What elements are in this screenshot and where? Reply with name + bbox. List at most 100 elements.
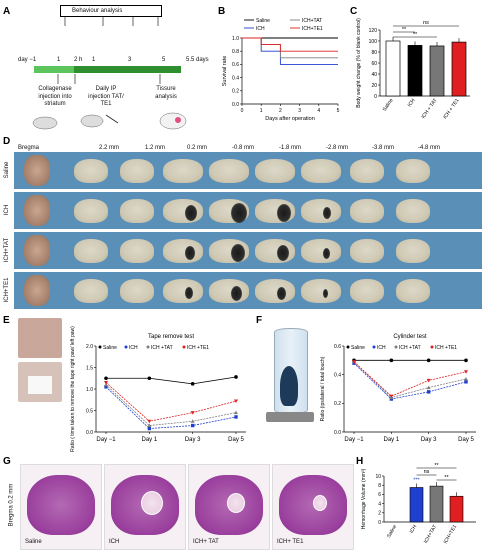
- c-category-label-3: ICH + TE1: [442, 98, 460, 121]
- c-ytick-label-0: 0: [374, 94, 377, 100]
- b-xtick-label-1: 1: [260, 108, 263, 114]
- brain-slice-1-7: [396, 199, 430, 223]
- f-legend-label-0: Saline: [351, 345, 365, 351]
- f-point-0-1: [389, 358, 394, 363]
- brain-slice-1-5: [301, 199, 341, 223]
- whole-brain-3: [24, 275, 50, 306]
- h-bar-1: [409, 487, 424, 523]
- brain-slice-0-2: [163, 159, 203, 183]
- brain-slice-1-0: [74, 199, 108, 223]
- c-category-label-2: ICH + TAT: [421, 98, 439, 120]
- hemorrhage-spot-2-5: [323, 247, 330, 259]
- step-ip-injection: Daily IP injection TAT/ TE1: [88, 86, 124, 107]
- e-point-1-2: [190, 423, 195, 428]
- e-point-3-3: [234, 399, 238, 404]
- f-ytick-label-2: 0.4: [334, 372, 341, 378]
- f-xtick-label-2: Day 3: [421, 437, 437, 443]
- body-weight-chart: 0 20 40 60 80 100 120 Saline ICH ICH + TAT ICH + T…: [356, 18, 470, 121]
- day-label-2h: 2 h: [74, 57, 83, 63]
- brain-slice-3-6: [350, 279, 384, 303]
- e-legend-label-0: Saline: [103, 345, 117, 351]
- brain-slice-3-1: [120, 279, 154, 303]
- c-ytick-label-4: 80: [371, 50, 377, 56]
- brain-slices-panel: Bregma 2.2 mm 1.2 mm 0.2 mm -0.8 mm -1.8…: [0, 142, 485, 312]
- paw-photo-2: [18, 362, 62, 402]
- behaviour-analysis-label: Behaviour analysis: [72, 8, 123, 14]
- brain-slice-3-3: [209, 279, 249, 303]
- day-label-1b: 1: [92, 57, 96, 63]
- h-annotation-0: ns: [424, 469, 430, 475]
- f-point-2-3: [464, 376, 468, 381]
- slice-row-label-1: ICH: [4, 204, 10, 216]
- e-xtick-label-1: Day 1: [141, 437, 157, 443]
- brain-slice-1-2: [163, 199, 203, 223]
- whole-brain-2: [24, 235, 50, 266]
- he-section-2: ICH+ TAT: [188, 464, 270, 550]
- cylinder-chart: 0.0 0.2 0.4 0.6 Day −1 Day 1 Day 3 Day 5 Cylinde…: [320, 334, 476, 443]
- c-bar-1: [407, 45, 423, 97]
- f-xtick-label-1: Day 1: [383, 437, 399, 443]
- e-ytick-label-2: 1.0: [86, 387, 93, 393]
- e-point-1-3: [234, 415, 238, 419]
- e-point-0-0: [104, 376, 108, 381]
- e-point-2-1: [147, 423, 152, 428]
- hemorrhage-chart: 0 2 4 6 8 10 Saline ICH ICH+TAT ICH+TE1 Hemorrhage…: [361, 463, 476, 545]
- h-ylabel: Hemorrhage Volume (mm³): [361, 468, 367, 529]
- e-legend-swatch-2: [146, 345, 150, 349]
- mm-label-7: -4.8 mm: [418, 145, 441, 151]
- c-ytick-label-5: 100: [369, 39, 378, 45]
- h-annotation-1: **: [434, 463, 439, 469]
- h-category-label-3: ICH+TE1: [443, 524, 459, 545]
- b-legend-label-2: ICH+TAT: [302, 18, 322, 24]
- slice-row-label-2: ICH+TAT: [4, 237, 10, 263]
- f-point-0-2: [426, 358, 431, 363]
- he-lesion-2: [227, 493, 245, 513]
- hemorrhage-spot-3-4: [277, 286, 286, 300]
- he-brain-0: [27, 475, 95, 535]
- e-xtick-label-3: Day 5: [228, 437, 244, 443]
- f-point-1-2: [426, 390, 431, 394]
- f-legend-swatch-3: [430, 345, 434, 349]
- b-ytick-label-0: 0.0: [232, 102, 239, 108]
- bregma-label: Bregma: [18, 145, 40, 151]
- day-label-minus1: day −1: [18, 57, 37, 63]
- h-bar-2: [429, 485, 444, 523]
- cylinder-base: [266, 412, 314, 422]
- c-bar-0: [385, 40, 401, 97]
- e-point-3-0: [104, 381, 108, 385]
- brain-slice-1-1: [120, 199, 154, 223]
- mouse-silhouette: [280, 366, 298, 406]
- f-title: Cylinder test: [393, 334, 427, 340]
- e-point-1-0: [104, 385, 108, 389]
- mm-label-0: 2.2 mm: [99, 145, 120, 151]
- b-ytick-label-5: 1.0: [232, 36, 239, 42]
- e-ytick-label-1: 0.5: [86, 408, 93, 414]
- f-point-3-3: [464, 370, 468, 374]
- b-ytick-label-3: 0.6: [232, 62, 239, 68]
- e-legend-label-1: ICH: [129, 345, 138, 351]
- tape-patch: [28, 376, 52, 394]
- f-series-line-1: [353, 362, 467, 400]
- c-annotation-1: **: [402, 27, 407, 33]
- brain-slice-2-7: [396, 239, 430, 263]
- f-legend-swatch-1: [372, 345, 376, 349]
- brain-slice-0-5: [301, 159, 341, 183]
- hemorrhage-spot-3-5: [323, 288, 328, 298]
- e-point-0-3: [234, 375, 238, 379]
- behaviour-analysis-box: [60, 5, 162, 17]
- c-ytick-label-6: 120: [369, 28, 378, 34]
- h-ytick-label-4: 8: [378, 483, 381, 489]
- he-label-2: ICH+ TAT: [193, 539, 219, 545]
- brain-slice-0-0: [74, 159, 108, 183]
- e-legend-swatch-0: [98, 345, 102, 349]
- h-category-label-1: ICH: [409, 524, 419, 535]
- slice-row-label-3: ICH+TE1: [4, 277, 10, 303]
- e-ytick-label-4: 2.0: [86, 344, 93, 350]
- c-category-label-1: ICH: [407, 97, 417, 108]
- hemorrhage-spot-1-4: [277, 204, 291, 222]
- brain-slice-2-0: [74, 239, 108, 263]
- brain-slice-2-4: [255, 239, 295, 263]
- mm-label-6: -3.8 mm: [372, 145, 395, 151]
- c-ytick-label-2: 40: [371, 72, 377, 78]
- f-legend-label-2: ICH +TAT: [399, 345, 421, 351]
